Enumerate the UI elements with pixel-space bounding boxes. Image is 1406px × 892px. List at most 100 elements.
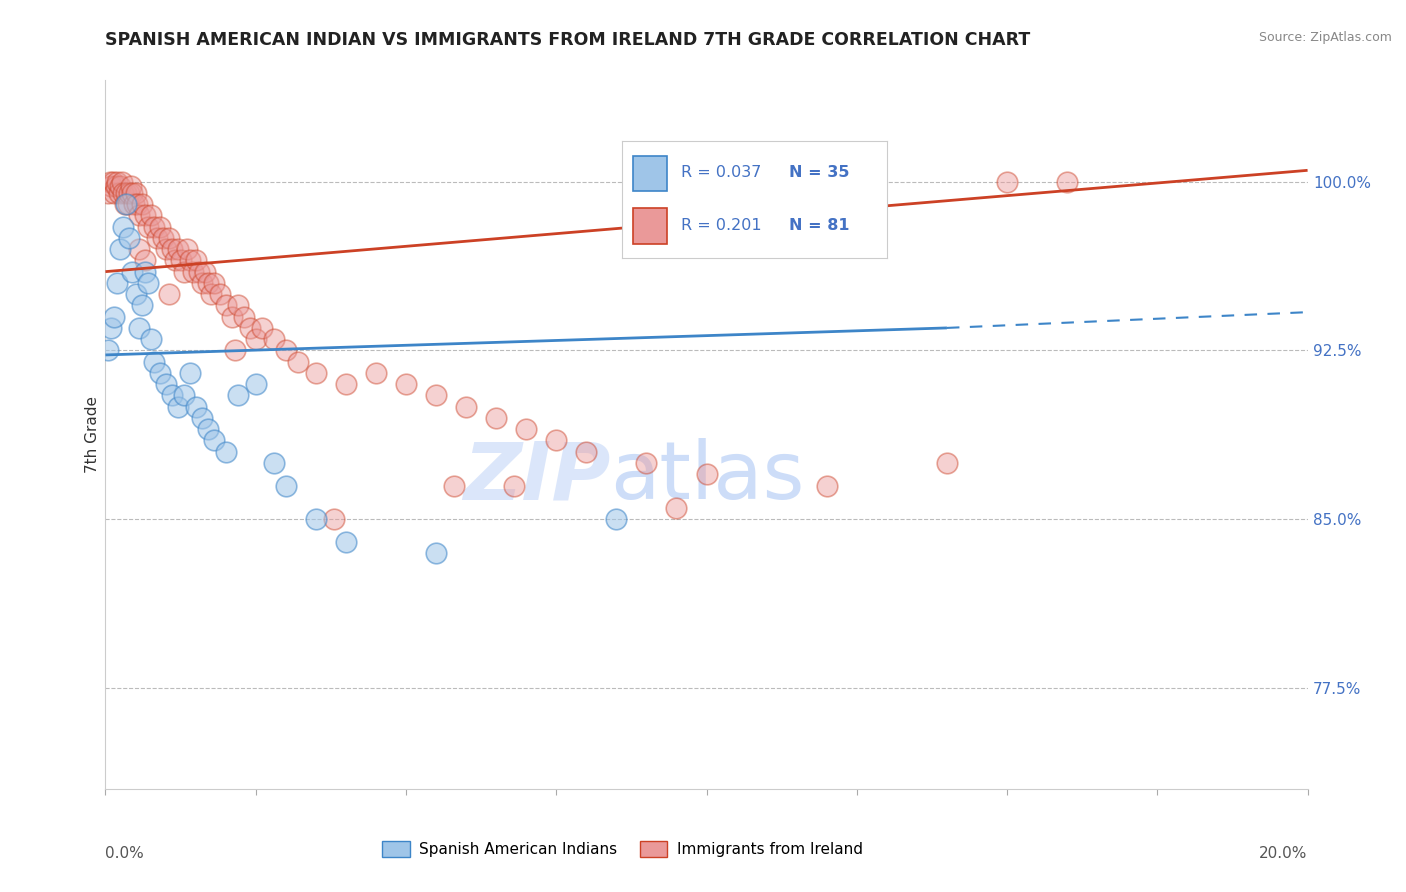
Point bbox=[263, 332, 285, 346]
Point bbox=[107, 186, 129, 200]
Point bbox=[160, 388, 183, 402]
Point bbox=[100, 179, 122, 194]
Point bbox=[100, 321, 122, 335]
Point bbox=[117, 197, 139, 211]
Point bbox=[443, 478, 465, 492]
Point bbox=[224, 343, 246, 358]
Point bbox=[107, 175, 129, 189]
Point bbox=[139, 332, 162, 346]
Point bbox=[335, 377, 357, 392]
Point bbox=[190, 411, 212, 425]
Point bbox=[239, 321, 262, 335]
Point bbox=[305, 366, 328, 380]
Point bbox=[214, 298, 236, 312]
Point bbox=[134, 208, 156, 222]
Point bbox=[181, 265, 204, 279]
Point bbox=[152, 231, 174, 245]
Text: 0.0%: 0.0% bbox=[105, 846, 145, 861]
Point bbox=[115, 197, 138, 211]
Point bbox=[131, 197, 153, 211]
Point bbox=[134, 253, 156, 268]
Point bbox=[815, 478, 838, 492]
Point bbox=[1056, 175, 1078, 189]
Point bbox=[636, 456, 658, 470]
Point bbox=[97, 186, 120, 200]
Point bbox=[155, 377, 177, 392]
Point bbox=[184, 253, 207, 268]
Point bbox=[232, 310, 254, 324]
Point bbox=[197, 276, 219, 290]
Text: R = 0.037: R = 0.037 bbox=[681, 165, 761, 180]
Point bbox=[546, 434, 568, 448]
Point bbox=[121, 186, 143, 200]
Point bbox=[197, 422, 219, 436]
Point bbox=[131, 298, 153, 312]
Point bbox=[155, 242, 177, 256]
Point bbox=[187, 265, 209, 279]
Point bbox=[98, 175, 121, 189]
Point bbox=[148, 366, 170, 380]
Point bbox=[208, 287, 231, 301]
Point bbox=[145, 231, 167, 245]
Text: atlas: atlas bbox=[610, 438, 804, 516]
Point bbox=[128, 242, 150, 256]
Point bbox=[425, 388, 447, 402]
Point bbox=[221, 310, 243, 324]
Point bbox=[120, 179, 142, 194]
Point bbox=[139, 208, 162, 222]
Point bbox=[245, 332, 267, 346]
Point bbox=[226, 388, 249, 402]
Point bbox=[274, 478, 297, 492]
Point bbox=[118, 231, 141, 245]
Point bbox=[226, 298, 249, 312]
Point bbox=[250, 321, 273, 335]
Point bbox=[665, 501, 688, 516]
Point bbox=[194, 265, 217, 279]
Point bbox=[696, 467, 718, 482]
Point bbox=[142, 354, 165, 368]
Point bbox=[118, 186, 141, 200]
Text: R = 0.201: R = 0.201 bbox=[681, 218, 761, 233]
Point bbox=[425, 546, 447, 560]
Point bbox=[115, 186, 138, 200]
Bar bbox=[633, 209, 668, 244]
Point bbox=[112, 219, 135, 234]
Point bbox=[263, 456, 285, 470]
Text: N = 35: N = 35 bbox=[789, 165, 849, 180]
Point bbox=[995, 175, 1018, 189]
Point bbox=[200, 287, 222, 301]
Point bbox=[395, 377, 418, 392]
Point bbox=[112, 186, 135, 200]
Point bbox=[125, 197, 148, 211]
Point bbox=[274, 343, 297, 358]
Point bbox=[160, 242, 183, 256]
Point bbox=[456, 400, 478, 414]
Point bbox=[103, 310, 125, 324]
Point bbox=[124, 287, 146, 301]
Point bbox=[163, 253, 186, 268]
Text: SPANISH AMERICAN INDIAN VS IMMIGRANTS FROM IRELAND 7TH GRADE CORRELATION CHART: SPANISH AMERICAN INDIAN VS IMMIGRANTS FR… bbox=[105, 31, 1031, 49]
Point bbox=[110, 242, 132, 256]
Point bbox=[136, 219, 159, 234]
Point bbox=[202, 434, 225, 448]
Y-axis label: 7th Grade: 7th Grade bbox=[84, 396, 100, 474]
Point bbox=[176, 242, 198, 256]
Point bbox=[245, 377, 267, 392]
Point bbox=[322, 512, 344, 526]
Point bbox=[105, 179, 128, 194]
Point bbox=[503, 478, 526, 492]
Point bbox=[107, 276, 129, 290]
Bar bbox=[633, 156, 668, 191]
Point bbox=[166, 400, 188, 414]
Point bbox=[184, 400, 207, 414]
Text: N = 81: N = 81 bbox=[789, 218, 849, 233]
Point bbox=[287, 354, 309, 368]
Point bbox=[202, 276, 225, 290]
Point bbox=[114, 197, 136, 211]
Point bbox=[121, 265, 143, 279]
Point bbox=[173, 388, 195, 402]
Point bbox=[110, 179, 132, 194]
Legend: Spanish American Indians, Immigrants from Ireland: Spanish American Indians, Immigrants fro… bbox=[375, 835, 869, 863]
Point bbox=[128, 208, 150, 222]
Text: Source: ZipAtlas.com: Source: ZipAtlas.com bbox=[1258, 31, 1392, 45]
